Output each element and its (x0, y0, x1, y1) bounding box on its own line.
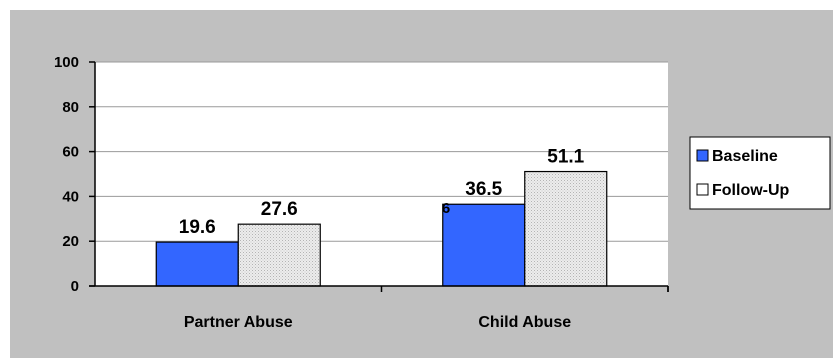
legend-label-follow-up: Follow-Up (712, 182, 790, 199)
y-tick-label: 40 (62, 188, 79, 205)
y-tick-label: 100 (54, 54, 79, 71)
stray-label: 6 (442, 200, 450, 217)
data-label: 19.6 (179, 217, 216, 238)
y-axis-ticks: 0 20 40 60 80 100 (54, 54, 95, 295)
data-label: 27.6 (261, 199, 298, 220)
x-axis-labels: Partner Abuse Child Abuse (184, 314, 571, 331)
y-tick-label: 20 (62, 233, 79, 250)
y-tick-label: 60 (62, 144, 79, 161)
data-label: 36.5 (465, 179, 502, 200)
legend-box (689, 136, 831, 210)
legend-label-baseline: Baseline (712, 148, 778, 165)
x-category-label: Child Abuse (478, 314, 571, 331)
y-tick-label: 0 (71, 278, 79, 295)
bar-baseline-1 (442, 203, 526, 287)
bars (155, 170, 669, 292)
bar-follow-up-0 (237, 223, 321, 287)
legend: Baseline Follow-Up (689, 136, 831, 210)
data-labels: 19.6 27.6 36.5 51.1 (179, 147, 585, 239)
x-category-label: Partner Abuse (184, 314, 293, 331)
bar-follow-up-1 (524, 170, 608, 287)
data-label: 51.1 (547, 147, 584, 168)
y-tick-label: 80 (62, 99, 79, 116)
legend-swatch-follow-up (696, 183, 709, 196)
legend-swatch-baseline (696, 149, 709, 162)
bar-baseline-0 (155, 241, 239, 287)
